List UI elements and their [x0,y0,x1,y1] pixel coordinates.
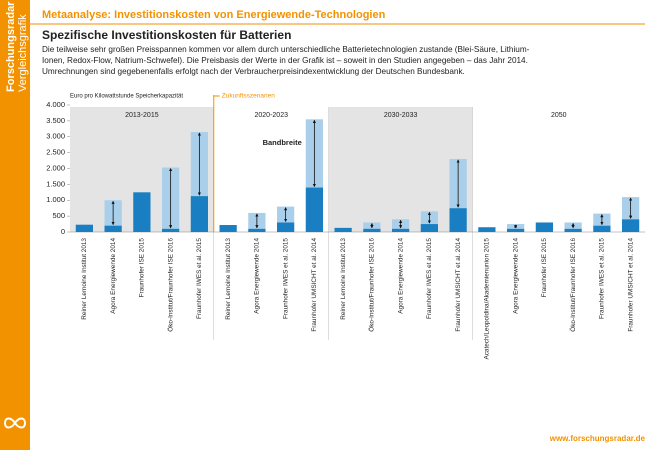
x-tick-label: Agora Energiewende 2014 [254,238,261,314]
group-shade [328,107,473,232]
y-tick-label: 1.500 [46,179,65,188]
x-tick-label: Fraunhofer ISE 2015 [139,238,146,298]
y-axis-label: Euro pro Kilowattstunde Speicherkapazitä… [70,94,183,100]
x-tick-label: Öko-Institut/Fraunhofer ISE 2016 [166,238,174,332]
sidebar-line: Vergleichsgrafik [17,14,29,92]
low-bar [190,196,208,232]
kicker: Metaanalyse: Investitionskosten von Ener… [42,9,386,21]
y-tick-label: 1.000 [46,195,65,204]
y-tick-label: 0 [61,227,65,236]
logo-mark [3,417,27,429]
low-bar [334,227,352,232]
sidebar-text: Forschungsradar Vergleichsgrafik [5,1,29,92]
x-tick-label: Fraunhofer ISE 2015 [541,238,548,298]
x-tick-label: Fraunhofer UMSICHT et al. 2014 [455,238,462,332]
x-tick-label: Agora Energiewende 2014 [110,238,117,314]
group-label: 2050 [551,112,567,119]
annotation: Bandbreite [263,138,302,147]
logo [3,417,27,429]
low-bar [593,225,611,232]
y-tick-label: 3.500 [46,116,65,125]
x-tick-label: Fraunhofer UMSICHT et al. 2014 [627,238,634,332]
x-tick-label: Öko-Institut/Fraunhofer ISE 2016 [368,238,376,332]
low-bar [162,228,180,232]
low-bar [75,224,93,232]
low-bar [622,219,640,232]
annotation: Zukunftsszenarien [222,93,275,100]
x-tick-label: Agora Energiewende 2014 [512,238,519,314]
y-tick-label: 500 [52,211,65,220]
low-bar [564,228,582,232]
description-line: Die teilweise sehr großen Preisspannen k… [42,45,530,54]
x-tick-label: Fraunhofer IWES et al. 2015 [426,238,433,319]
low-bar [392,228,410,232]
low-bar [277,222,295,232]
group-label: 2013-2015 [125,112,159,119]
x-tick-label: Acatech/Leopoldina/Akademienunion 2015 [484,238,491,360]
x-tick-label: Reiner Lemoine Institut 2013 [81,238,88,320]
group-label: 2020-2023 [255,112,289,119]
y-tick-label: 2.500 [46,148,65,157]
x-tick-label: Öko-Institut/Fraunhofer ISE 2016 [569,238,577,332]
low-bar [104,225,122,232]
title: Spezifische Investitionskosten für Batte… [42,28,291,42]
low-bar [535,222,553,232]
y-tick-label: 3.000 [46,132,65,141]
low-bar [420,224,438,232]
x-tick-label: Fraunhofer IWES et al. 2015 [282,238,289,319]
y-tick-label: 4.000 [46,100,65,109]
group-label: 2030-2033 [384,112,418,119]
footer-url: www.forschungsradar.de [549,434,646,443]
sidebar-line: Forschungsradar [5,1,17,92]
x-tick-label: Reiner Lemoine Institut 2013 [225,238,232,320]
sidebar [0,0,30,450]
chart: 2013-2015 2020-2023 2030-2033 2050 0 500 1.000… [46,93,645,360]
low-bar [507,228,525,232]
low-bar [449,208,467,232]
low-bar [478,227,496,232]
x-tick-label: Fraunhofer IWES et al. 2015 [196,238,203,319]
low-bar [363,228,381,232]
low-bar [305,187,323,232]
low-bar [248,228,266,232]
x-tick-label: Agora Energiewende 2014 [397,238,404,314]
y-tick-label: 2.000 [46,163,65,172]
low-bar [219,225,237,232]
description-line: Ionen, Redox-Flow, Natrium-Schwefel). Di… [42,56,528,65]
low-bar [133,192,151,232]
x-tick-label: Fraunhofer UMSICHT et al. 2014 [311,238,318,332]
x-tick-label: Reiner Lemoine Institut 2013 [340,238,347,320]
description-line: Umrechnungen sind gegebenenfalls erfolgt… [42,67,465,76]
x-tick-label: Fraunhofer IWES et al. 2015 [599,238,606,319]
